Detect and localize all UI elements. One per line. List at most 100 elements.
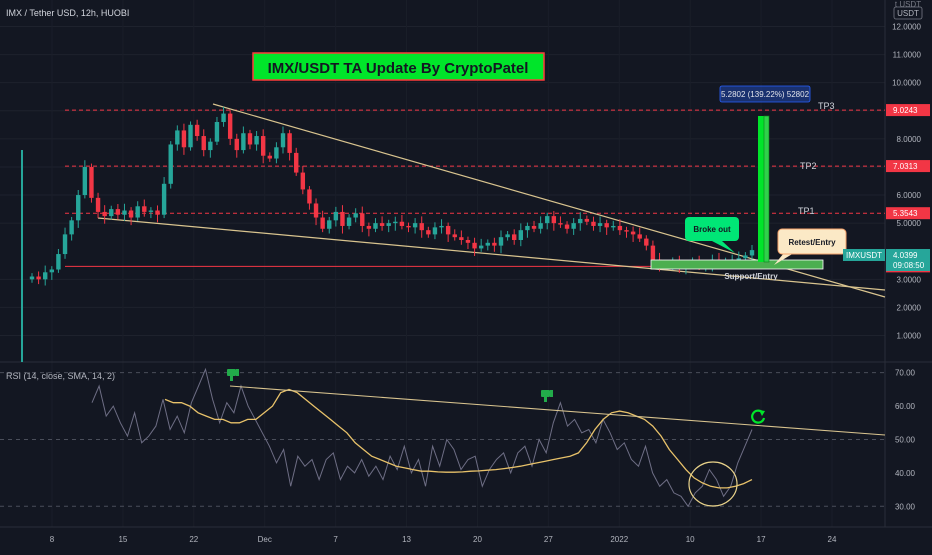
tp-projection-bar-1[interactable] <box>758 116 764 262</box>
tp-projection-bar-2[interactable] <box>763 115 770 263</box>
time-tick-label: Dec <box>258 535 272 544</box>
candle-body <box>115 209 121 215</box>
candle-body <box>135 206 140 218</box>
symbol-tag[interactable] <box>843 249 885 261</box>
thumbs-down-icon <box>541 390 553 402</box>
price-tag[interactable] <box>886 207 930 220</box>
price-tick-label: 12.0000 <box>892 22 921 31</box>
symbol-tag-text: IMXUSDT <box>846 251 882 260</box>
candle-body <box>630 231 636 235</box>
ta-title-text: IMX/USDT TA Update By CryptoPatel <box>268 60 529 77</box>
candle-body <box>122 210 127 215</box>
candle-body <box>393 221 398 224</box>
candle-body <box>459 237 464 240</box>
wedge-lower-trendline[interactable] <box>97 217 886 291</box>
symbol-info[interactable]: IMX / Tether USD, 12h, HUOBI <box>6 8 129 18</box>
candle-body <box>611 225 616 228</box>
candle-body <box>538 223 543 229</box>
rsi-circle[interactable] <box>688 461 738 507</box>
candle-body <box>346 217 352 226</box>
candle-body <box>545 216 550 224</box>
candle-body <box>109 209 114 217</box>
candle-body <box>208 141 213 151</box>
rsi-legend[interactable]: RSI (14, close, SMA, 14, 2) <box>6 371 115 381</box>
price-tick-label: 10.0000 <box>892 79 921 88</box>
broke-out-text: Broke out <box>693 225 731 234</box>
time-tick-label: 24 <box>828 535 837 544</box>
support-entry-label: Support/Entry <box>724 272 778 281</box>
candle-body <box>56 254 61 270</box>
candle-body <box>551 216 557 224</box>
candle-body <box>181 130 187 148</box>
candle-body <box>564 224 570 229</box>
tp2-label: TP2 <box>800 161 817 171</box>
candle-body <box>571 223 576 229</box>
candle-body <box>161 183 167 215</box>
time-tick-label: 15 <box>118 535 127 544</box>
candle-body <box>366 225 372 229</box>
candle-body <box>505 234 510 238</box>
retest-callout[interactable] <box>777 228 847 255</box>
price-tag[interactable] <box>886 160 930 173</box>
price-tick-label: 5.0000 <box>897 219 922 228</box>
time-tick-label: 7 <box>333 535 338 544</box>
measure-tooltip[interactable] <box>719 85 811 103</box>
candle-body <box>300 172 306 190</box>
entry-zone[interactable] <box>650 259 824 270</box>
rsi-tick-label: 30.00 <box>895 502 916 511</box>
candle-body <box>644 238 649 246</box>
currency-button[interactable] <box>893 6 923 20</box>
candle-body <box>95 197 101 212</box>
candle-body <box>29 276 35 280</box>
candle-body <box>578 218 583 224</box>
candle-body <box>155 210 160 215</box>
price-tick-label: 1.0000 <box>897 332 922 341</box>
currency-label: USDT <box>897 9 919 18</box>
tp3-label: TP3 <box>818 101 835 111</box>
candle-body <box>472 242 477 249</box>
broke-out-callout[interactable] <box>685 217 739 241</box>
last-price-tag[interactable] <box>886 249 930 271</box>
candle-body <box>333 211 339 221</box>
candle-body <box>749 250 755 256</box>
time-tick-label: 20 <box>473 535 482 544</box>
rsi-tick-label: 70.00 <box>895 369 916 378</box>
rsi-trendline[interactable] <box>229 385 886 436</box>
candle-body <box>234 138 239 151</box>
candle-body <box>439 225 444 228</box>
candle-body <box>201 136 206 151</box>
candle-body <box>637 234 642 239</box>
price-unit-label: t USDT <box>895 0 921 9</box>
tp1-label: TP1 <box>798 206 815 216</box>
time-tick-label: 8 <box>50 535 55 544</box>
price-tick-label: 2.0000 <box>897 303 922 312</box>
candle-body <box>736 258 741 260</box>
time-tick-label: 17 <box>757 535 766 544</box>
candle-body <box>313 203 319 218</box>
candle-body <box>43 272 48 280</box>
rsi-ma-line <box>164 388 753 489</box>
price-tag[interactable] <box>886 104 930 117</box>
candle-body <box>650 245 656 260</box>
candle-body <box>89 166 94 198</box>
candle-body <box>432 227 438 235</box>
candle-body <box>743 255 748 259</box>
candle-body <box>82 166 88 196</box>
candle-body <box>76 195 81 221</box>
candle-body <box>49 269 55 273</box>
candle-body <box>531 225 537 229</box>
candle-body <box>287 133 292 153</box>
candle-body <box>307 189 312 204</box>
candle-body <box>254 136 259 145</box>
rsi-tick-label: 50.00 <box>895 435 916 444</box>
ta-title-banner[interactable] <box>252 52 545 81</box>
level-lines <box>65 109 885 214</box>
rsi-axis-ticks: 70.00 60.00 50.00 40.00 30.00 <box>895 369 916 512</box>
candle-body <box>386 223 391 226</box>
candle-body <box>128 210 134 218</box>
candle-body <box>379 223 385 226</box>
rsi-tick-label: 40.00 <box>895 469 916 478</box>
